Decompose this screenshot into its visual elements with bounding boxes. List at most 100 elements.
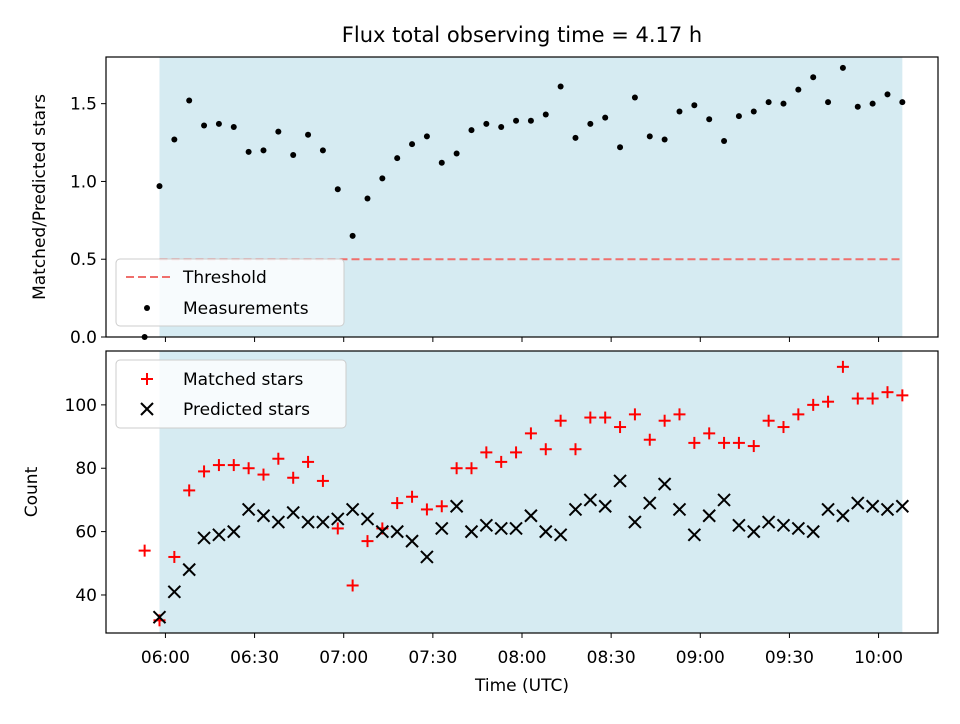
predicted-star-point xyxy=(895,499,910,513)
measurement-point xyxy=(319,147,326,154)
matched-star-point xyxy=(732,436,745,449)
measurement-point xyxy=(869,100,876,107)
predicted-star-point xyxy=(405,534,419,548)
matched-star-point xyxy=(346,579,359,592)
matched-star-point xyxy=(212,459,225,472)
cross-stroke-b xyxy=(687,528,702,542)
measurement-point xyxy=(572,134,579,141)
cross-stroke-b xyxy=(256,509,271,523)
matched-star-point xyxy=(569,443,582,456)
predicted-star-point xyxy=(717,493,731,507)
matched-star-point xyxy=(302,455,315,468)
cross-stroke-b xyxy=(316,515,330,529)
cross-stroke-b xyxy=(851,496,865,510)
matched-star-point xyxy=(257,468,270,481)
matched-star-point xyxy=(718,436,731,449)
matched-star-point xyxy=(896,389,909,402)
top-y-axis-label: Matched/Predicted stars xyxy=(30,94,50,300)
predicted-star-point xyxy=(672,502,687,517)
predicted-star-point xyxy=(806,524,820,539)
predicted-star-point xyxy=(316,515,330,529)
predicted-star-point xyxy=(702,509,716,523)
matched-star-point xyxy=(688,436,701,449)
legend-threshold-label: Threshold xyxy=(182,268,267,288)
cross-stroke-b xyxy=(212,528,226,542)
measurement-point xyxy=(423,133,430,140)
cross-stroke-b xyxy=(449,499,464,513)
predicted-star-point xyxy=(791,521,806,536)
matched-star-point xyxy=(673,408,686,421)
cross-stroke-b xyxy=(152,610,167,624)
cross-stroke-b xyxy=(598,499,612,513)
predicted-star-point xyxy=(256,509,271,523)
predicted-star-point xyxy=(776,518,791,532)
matched-star-point xyxy=(807,398,820,411)
measurement-point xyxy=(825,99,832,106)
measurement-point xyxy=(795,86,802,93)
predicted-star-point xyxy=(152,610,167,624)
cross-stroke-b xyxy=(761,515,776,529)
predicted-star-point xyxy=(747,524,761,539)
predicted-star-point xyxy=(420,550,434,564)
cross-stroke-b xyxy=(643,496,657,510)
predicted-star-point xyxy=(583,493,598,507)
matched-star-point xyxy=(554,414,567,427)
x-axis-label: Time (UTC) xyxy=(474,676,569,696)
matched-star-point xyxy=(703,427,716,440)
matched-star-point xyxy=(272,452,285,465)
matched-star-point xyxy=(331,522,344,535)
cross-stroke-b xyxy=(672,502,687,517)
cross-stroke-b xyxy=(628,515,642,529)
matched-star-point xyxy=(658,414,671,427)
y-tick-label: 1.5 xyxy=(70,95,97,115)
matched-star-point xyxy=(465,462,478,475)
bottom-panel: 40 60 80 100 06:00 06:30 07:00 07:30 08:00 08:30… xyxy=(22,350,939,696)
bottom-y-axis-ticks: 40 60 80 100 xyxy=(65,396,106,606)
measurement-point xyxy=(587,120,594,127)
x-tick-label: 09:30 xyxy=(765,648,814,668)
predicted-star-point xyxy=(598,499,612,513)
cross-stroke-b xyxy=(479,518,494,532)
matched-star-point xyxy=(836,360,849,373)
matched-star-point xyxy=(406,490,419,503)
cross-stroke-b xyxy=(895,499,910,513)
cross-stroke-b xyxy=(375,524,390,539)
top-panel: 0.0 0.5 1.0 1.5 Matched/Predicted stars Thr… xyxy=(30,56,939,348)
measurement-point xyxy=(305,131,312,138)
matched-star-point xyxy=(450,462,463,475)
y-tick-label: 0.5 xyxy=(70,250,97,270)
measurement-point xyxy=(483,120,490,127)
matched-star-point xyxy=(866,392,879,405)
cross-stroke-b xyxy=(167,585,182,599)
measurement-point xyxy=(750,108,757,115)
cross-stroke-b xyxy=(568,502,583,517)
legend-matched-label: Matched stars xyxy=(183,370,303,390)
cross-stroke-b xyxy=(524,509,538,523)
x-tick-label: 09:00 xyxy=(676,648,725,668)
measurement-point xyxy=(201,122,208,129)
cross-stroke-b xyxy=(657,477,672,491)
cross-stroke-b xyxy=(613,474,627,488)
predicted-star-point xyxy=(241,502,256,517)
matched-star-point xyxy=(420,503,433,516)
predicted-star-point xyxy=(360,512,375,526)
matched-star-point xyxy=(524,427,537,440)
measurement-point xyxy=(156,183,163,190)
cross-stroke-b xyxy=(390,524,404,539)
measurement-point xyxy=(527,117,534,124)
measurement-point xyxy=(765,99,772,106)
measurement-point xyxy=(810,74,817,81)
cross-stroke-b xyxy=(717,493,731,507)
predicted-star-point xyxy=(643,496,657,510)
measurement-point xyxy=(691,102,698,109)
measurement-point xyxy=(186,97,193,104)
cross-stroke-b xyxy=(806,524,820,539)
x-tick-label: 06:30 xyxy=(230,648,279,668)
cross-stroke-b xyxy=(271,515,286,529)
matched-star-point xyxy=(614,421,627,434)
measurement-point xyxy=(884,91,891,98)
measurement-point xyxy=(438,159,445,166)
measurement-point xyxy=(631,94,638,101)
matched-star-point xyxy=(435,500,448,513)
measurement-point xyxy=(542,111,549,118)
